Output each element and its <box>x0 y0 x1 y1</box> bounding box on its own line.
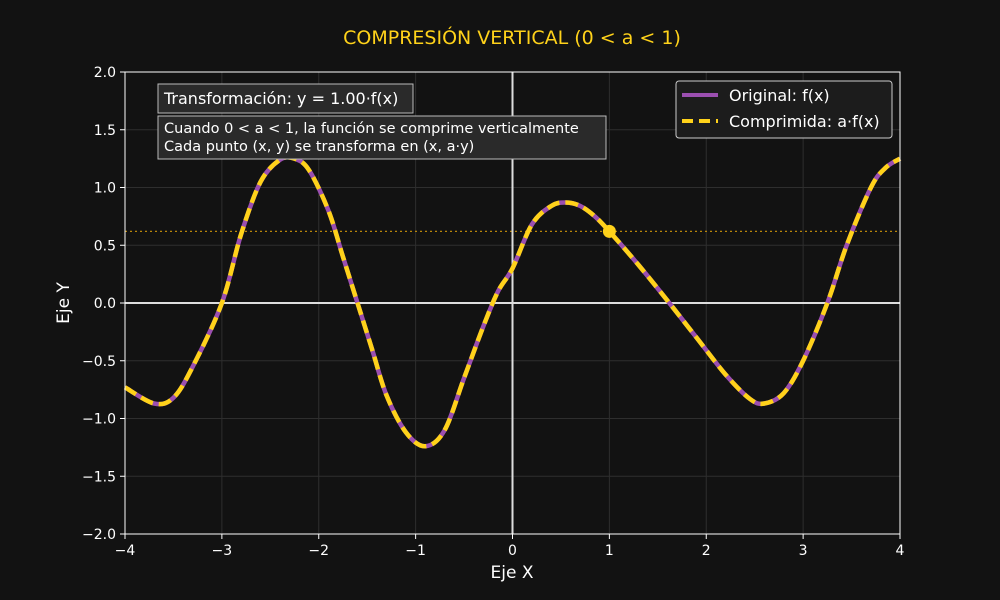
x-tick-label: 0 <box>508 543 517 559</box>
info-line-2: Cada punto (x, y) se transforma en (x, a… <box>164 139 474 155</box>
y-axis-label: Eje Y <box>54 282 74 324</box>
x-tick-label: 4 <box>896 543 905 559</box>
y-tick-label: −0.5 <box>82 354 116 370</box>
highlight-point <box>602 224 616 238</box>
x-tick-label: 1 <box>605 543 614 559</box>
y-tick-label: −2.0 <box>82 527 116 543</box>
x-tick-label: −4 <box>115 543 136 559</box>
transform-label: Transformación: y = 1.00·f(x) <box>163 89 398 108</box>
x-tick-label: −1 <box>405 543 426 559</box>
y-tick-label: 0.0 <box>94 296 116 312</box>
y-tick-label: 0.5 <box>94 238 116 254</box>
marker-group <box>602 224 616 238</box>
transform-label-box: Transformación: y = 1.00·f(x) <box>157 83 414 114</box>
y-tick-label: 1.0 <box>94 181 116 197</box>
y-tick-label: 1.5 <box>94 123 116 139</box>
y-ticks: −2.0 −1.5 −1.0 −0.5 0.0 0.5 1.0 1.5 2.0 <box>82 65 125 543</box>
x-ticks: −4 −3 −2 −1 0 1 2 3 4 <box>115 534 905 559</box>
x-tick-label: −3 <box>212 543 233 559</box>
legend-label-compressed: Comprimida: a·f(x) <box>729 112 880 131</box>
series-line-compressed <box>123 154 902 449</box>
y-tick-label: −1.0 <box>82 412 116 428</box>
y-tick-label: 2.0 <box>94 65 116 81</box>
transform-label-frame <box>157 83 414 114</box>
chart-title: COMPRESIÓN VERTICAL (0 < a < 1) <box>343 25 681 49</box>
x-tick-label: 3 <box>799 543 808 559</box>
x-tick-label: −2 <box>308 543 329 559</box>
info-box-frame <box>157 115 607 160</box>
legend-label-original: Original: f(x) <box>729 86 830 105</box>
y-tick-label: −1.5 <box>82 469 116 485</box>
series-group <box>123 154 902 449</box>
legend: Original: f(x) Comprimida: a·f(x) <box>675 80 893 139</box>
legend-frame <box>675 80 893 139</box>
info-line-1: Cuando 0 < a < 1, la función se comprime… <box>164 121 579 137</box>
x-tick-label: 2 <box>702 543 711 559</box>
x-axis-label: Eje X <box>491 563 534 583</box>
info-box: Cuando 0 < a < 1, la función se comprime… <box>157 115 607 160</box>
